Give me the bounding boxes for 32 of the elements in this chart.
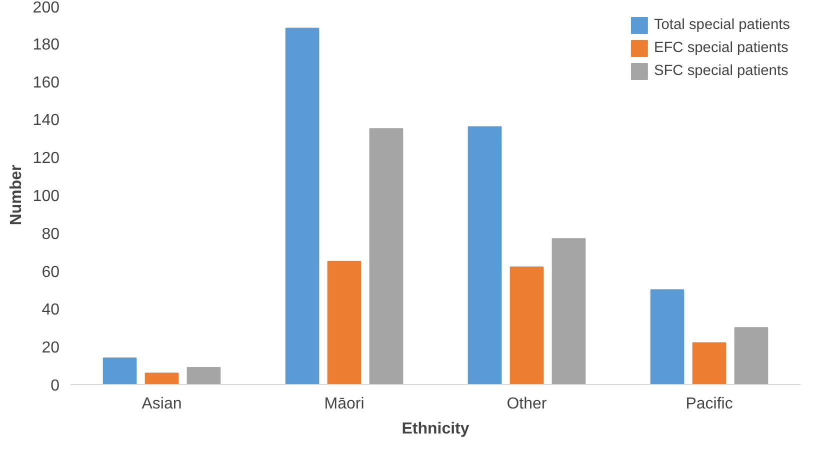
legend-label: Total special patients (654, 17, 790, 33)
y-tick-label: 180 (32, 36, 60, 54)
legend-label: EFC special patients (654, 40, 788, 56)
y-tick-label: 60 (42, 264, 60, 281)
x-axis-title: Ethnicity (402, 420, 470, 438)
y-tick-label: 40 (42, 302, 60, 319)
bar (734, 327, 768, 384)
bar (692, 342, 726, 384)
y-tick-label: 200 (32, 0, 60, 16)
y-tick-label: 20 (42, 340, 60, 357)
bar (552, 238, 586, 384)
legend-label: SFC special patients (654, 63, 788, 79)
y-tick-label: 0 (50, 378, 60, 394)
bar (102, 357, 137, 384)
x-tick-label: Asian (142, 396, 182, 412)
x-tick-label: Other (506, 396, 548, 412)
y-tick-label: 140 (32, 112, 60, 130)
bar (510, 266, 544, 384)
bar (327, 260, 362, 384)
bar (369, 128, 404, 384)
y-tick-label: 80 (42, 226, 60, 243)
y-axis-title: Number (8, 164, 25, 226)
bar (285, 28, 320, 384)
x-tick-label: Pacific (686, 396, 733, 412)
y-tick-label: 160 (32, 74, 60, 92)
bar (650, 289, 684, 384)
bar (144, 372, 179, 384)
bar (186, 366, 221, 384)
bar (468, 126, 502, 384)
x-tick-label: Māori (324, 396, 364, 412)
y-tick-label: 120 (32, 150, 60, 168)
y-tick-label: 100 (32, 188, 60, 205)
